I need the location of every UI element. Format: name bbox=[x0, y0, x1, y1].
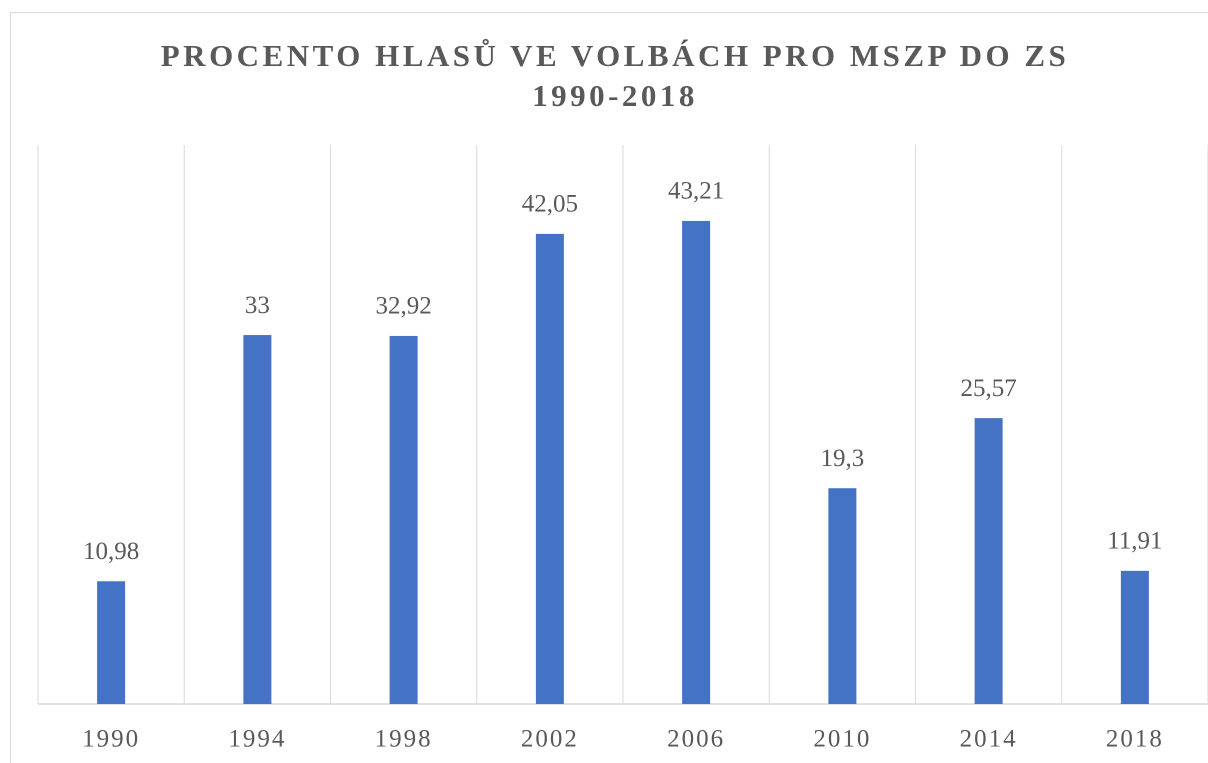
x-tick-label: 2018 bbox=[1106, 726, 1164, 753]
data-label: 32,92 bbox=[376, 293, 432, 320]
x-tick-label: 1994 bbox=[228, 726, 286, 753]
x-tick-label: 2010 bbox=[813, 726, 871, 753]
x-tick-label: 2002 bbox=[521, 726, 579, 753]
data-label: 42,05 bbox=[522, 191, 578, 218]
data-label: 33 bbox=[245, 292, 270, 319]
bar bbox=[389, 335, 418, 704]
bar bbox=[535, 233, 564, 705]
x-tick-label: 2014 bbox=[960, 726, 1018, 753]
x-tick-label: 2006 bbox=[667, 726, 725, 753]
data-label: 11,91 bbox=[1107, 528, 1162, 555]
bar bbox=[828, 488, 857, 704]
bar bbox=[243, 335, 272, 704]
chart-title: PROCENTO HLASŮ VE VOLBÁCH PRO MSZP DO ZS… bbox=[160, 38, 1070, 113]
x-tick-label: 1998 bbox=[375, 726, 433, 753]
data-label: 43,21 bbox=[668, 178, 724, 205]
data-label: 19,3 bbox=[821, 445, 865, 472]
chart-border bbox=[10, 12, 1208, 763]
bar bbox=[682, 220, 711, 704]
data-label: 25,57 bbox=[961, 375, 1017, 402]
bar bbox=[974, 418, 1003, 704]
bar bbox=[97, 581, 126, 704]
data-label: 10,98 bbox=[83, 538, 139, 565]
x-tick-label: 1990 bbox=[82, 726, 140, 753]
bar bbox=[1120, 570, 1149, 704]
